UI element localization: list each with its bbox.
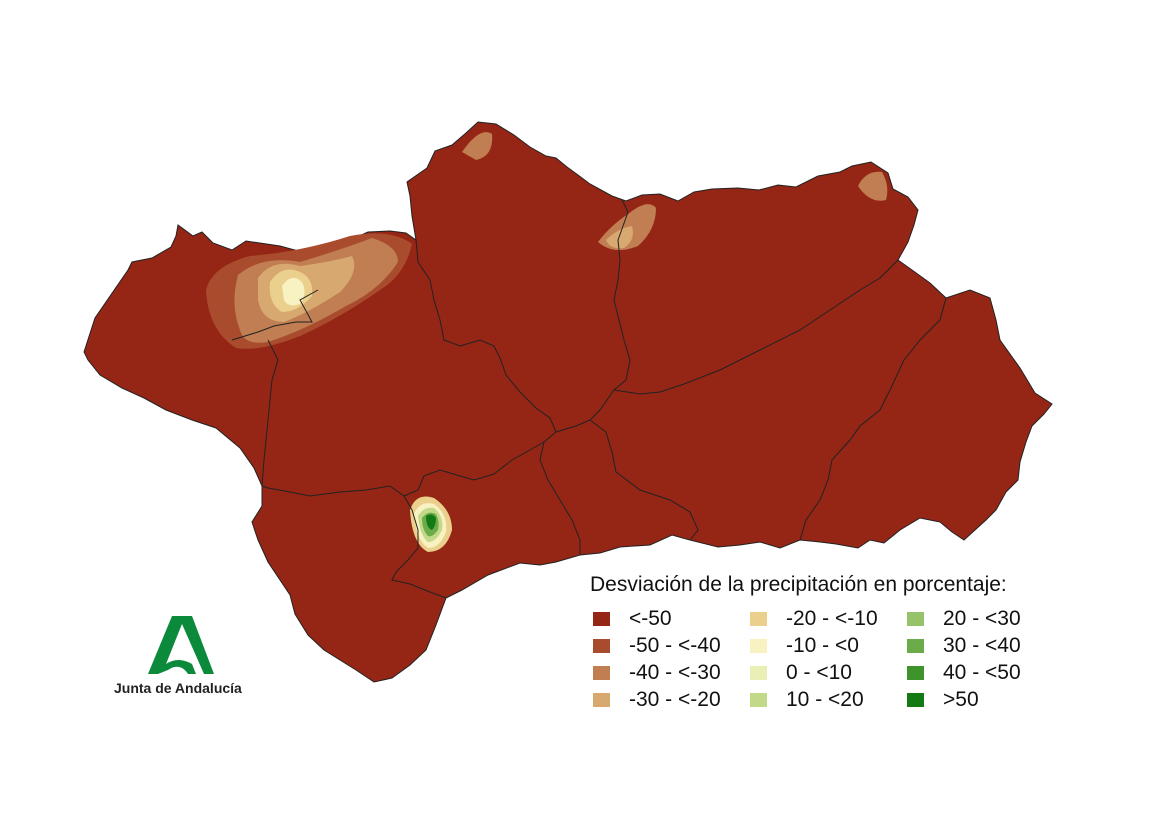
legend-label: -10 - <0 [786,633,859,657]
legend-swatch [907,638,924,653]
legend-item: 0 - <10 [750,660,907,684]
legend-label: -50 - <-40 [629,633,721,657]
anomaly-zone-northeast [858,171,888,201]
legend-title: Desviación de la precipitación en porcen… [590,573,1007,596]
legend-item: -10 - <0 [750,633,907,657]
legend-label: 30 - <40 [943,633,1021,657]
legend: <-50 -20 - <-10 20 - <30 -50 - <-40 -10 - <0… [593,606,1047,711]
legend-label: <-50 [629,606,672,630]
legend-item: -40 - <-30 [593,660,750,684]
anomaly-zone-malaga [410,496,452,552]
legend-label: 40 - <50 [943,660,1021,684]
legend-item: 40 - <50 [907,660,1047,684]
legend-swatch [750,692,767,707]
anomaly-zone-northwest [206,233,412,349]
legend-swatch [593,692,610,707]
legend-swatch [750,638,767,653]
legend-item: -50 - <-40 [593,633,750,657]
legend-item: 30 - <40 [907,633,1047,657]
legend-item: 10 - <20 [750,687,907,711]
logo-mark [148,616,214,674]
legend-swatch [907,611,924,626]
legend-label: -20 - <-10 [786,606,878,630]
legend-swatch [907,665,924,680]
legend-label: -40 - <-30 [629,660,721,684]
region-outline [83,121,1053,683]
legend-label: -30 - <-20 [629,687,721,711]
logo-text: Junta de Andalucía [114,680,242,696]
legend-label: 10 - <20 [786,687,864,711]
legend-swatch [750,665,767,680]
legend-label: 20 - <30 [943,606,1021,630]
legend-item: -30 - <-20 [593,687,750,711]
legend-label: 0 - <10 [786,660,852,684]
province-boundaries [231,199,947,599]
legend-swatch [907,692,924,707]
legend-item: 20 - <30 [907,606,1047,630]
legend-swatch [593,665,610,680]
legend-item: -20 - <-10 [750,606,907,630]
legend-swatch [593,611,610,626]
legend-label: >50 [943,687,979,711]
legend-item: >50 [907,687,1047,711]
junta-de-andalucia-logo [148,616,214,674]
anomaly-zone-north [462,132,493,160]
legend-swatch [750,611,767,626]
legend-swatch [593,638,610,653]
legend-item: <-50 [593,606,750,630]
